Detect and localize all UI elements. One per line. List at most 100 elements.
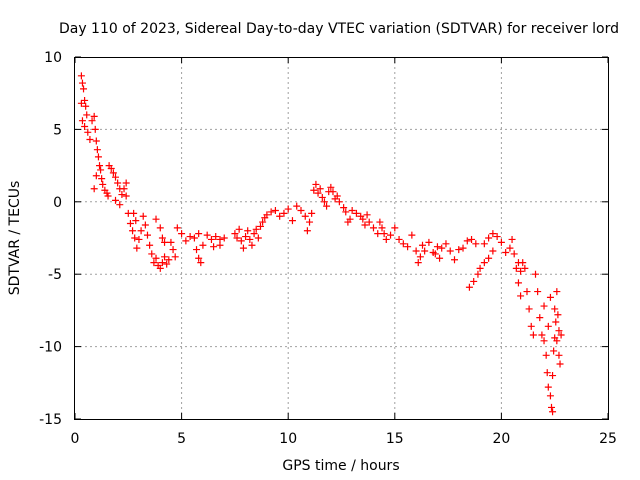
data-point — [480, 259, 488, 267]
data-point — [120, 185, 128, 193]
data-point — [549, 372, 557, 380]
data-point — [193, 246, 201, 254]
data-point — [90, 112, 98, 120]
data-point — [90, 185, 98, 193]
data-point — [416, 253, 424, 261]
data-point — [517, 292, 525, 300]
y-tick-label: 0 — [53, 195, 62, 211]
data-point — [506, 244, 514, 252]
data-point — [297, 206, 305, 214]
data-point — [118, 191, 126, 199]
data-point — [132, 217, 140, 225]
data-point — [112, 173, 120, 181]
data-point — [190, 234, 198, 242]
data-point — [529, 331, 537, 339]
data-point — [346, 215, 354, 223]
data-point — [340, 204, 348, 212]
data-point — [543, 369, 551, 377]
data-point — [77, 72, 85, 80]
data-point — [320, 198, 328, 206]
data-point — [242, 233, 250, 241]
data-point — [412, 247, 420, 255]
data-point — [107, 164, 115, 172]
data-point — [97, 166, 105, 174]
data-point — [220, 234, 228, 242]
data-point — [271, 206, 279, 214]
data-point — [301, 212, 309, 220]
data-point — [96, 162, 104, 170]
data-point — [521, 264, 529, 272]
data-point — [169, 246, 177, 254]
data-point — [376, 218, 384, 226]
data-point — [116, 201, 124, 209]
data-point — [553, 288, 561, 296]
data-point — [527, 322, 535, 330]
x-tick-label: 20 — [492, 431, 510, 447]
data-point — [91, 125, 99, 133]
data-point — [421, 247, 429, 255]
data-point — [554, 311, 562, 319]
data-point — [542, 351, 550, 359]
data-point — [310, 186, 318, 194]
data-point — [512, 264, 520, 272]
data-point — [399, 240, 407, 248]
data-point — [348, 206, 356, 214]
x-tick-label: 25 — [599, 431, 617, 447]
data-point — [523, 288, 531, 296]
chart-title: Day 110 of 2023, Sidereal Day-to-day VTE… — [59, 21, 619, 37]
data-point — [250, 230, 258, 238]
data-point — [276, 212, 284, 220]
data-point — [419, 241, 427, 249]
data-point — [306, 218, 314, 226]
data-point — [308, 209, 316, 217]
data-point — [546, 392, 554, 400]
data-point — [359, 215, 367, 223]
data-point — [165, 256, 173, 264]
data-point — [536, 314, 544, 322]
data-point — [130, 209, 138, 217]
data-point — [78, 79, 86, 87]
data-point — [425, 238, 433, 246]
x-tick-label: 5 — [177, 431, 186, 447]
x-tick-label: 10 — [279, 431, 297, 447]
data-point — [178, 230, 186, 238]
data-point — [267, 208, 275, 216]
data-point — [109, 169, 117, 177]
data-point — [519, 259, 527, 267]
y-tick-label: -15 — [39, 412, 62, 428]
data-point — [83, 111, 91, 119]
data-point — [94, 153, 102, 161]
data-point — [122, 179, 130, 187]
y-axis-label: SDTVAR / TECUs — [7, 181, 23, 296]
data-point — [156, 224, 164, 232]
data-point — [474, 270, 482, 278]
data-point — [161, 253, 169, 261]
data-point — [470, 277, 478, 285]
data-point — [93, 146, 101, 154]
data-point — [112, 196, 120, 204]
data-point — [81, 123, 89, 131]
data-point — [532, 270, 540, 278]
data-point — [468, 235, 476, 243]
data-point — [158, 259, 166, 267]
data-point — [525, 305, 533, 313]
data-point — [86, 136, 94, 144]
data-point — [442, 240, 450, 248]
data-point — [342, 208, 350, 216]
data-point — [363, 211, 371, 219]
data-point — [395, 235, 403, 243]
data-point — [152, 254, 160, 262]
data-point — [544, 383, 552, 391]
data-point — [259, 218, 267, 226]
data-point — [92, 137, 100, 145]
data-point — [540, 337, 548, 345]
data-point — [263, 211, 271, 219]
data-point — [98, 175, 106, 183]
data-point — [148, 250, 156, 258]
data-point — [293, 202, 301, 210]
data-point — [369, 224, 377, 232]
data-point — [288, 217, 296, 225]
data-point — [248, 241, 256, 249]
data-point — [88, 117, 96, 125]
